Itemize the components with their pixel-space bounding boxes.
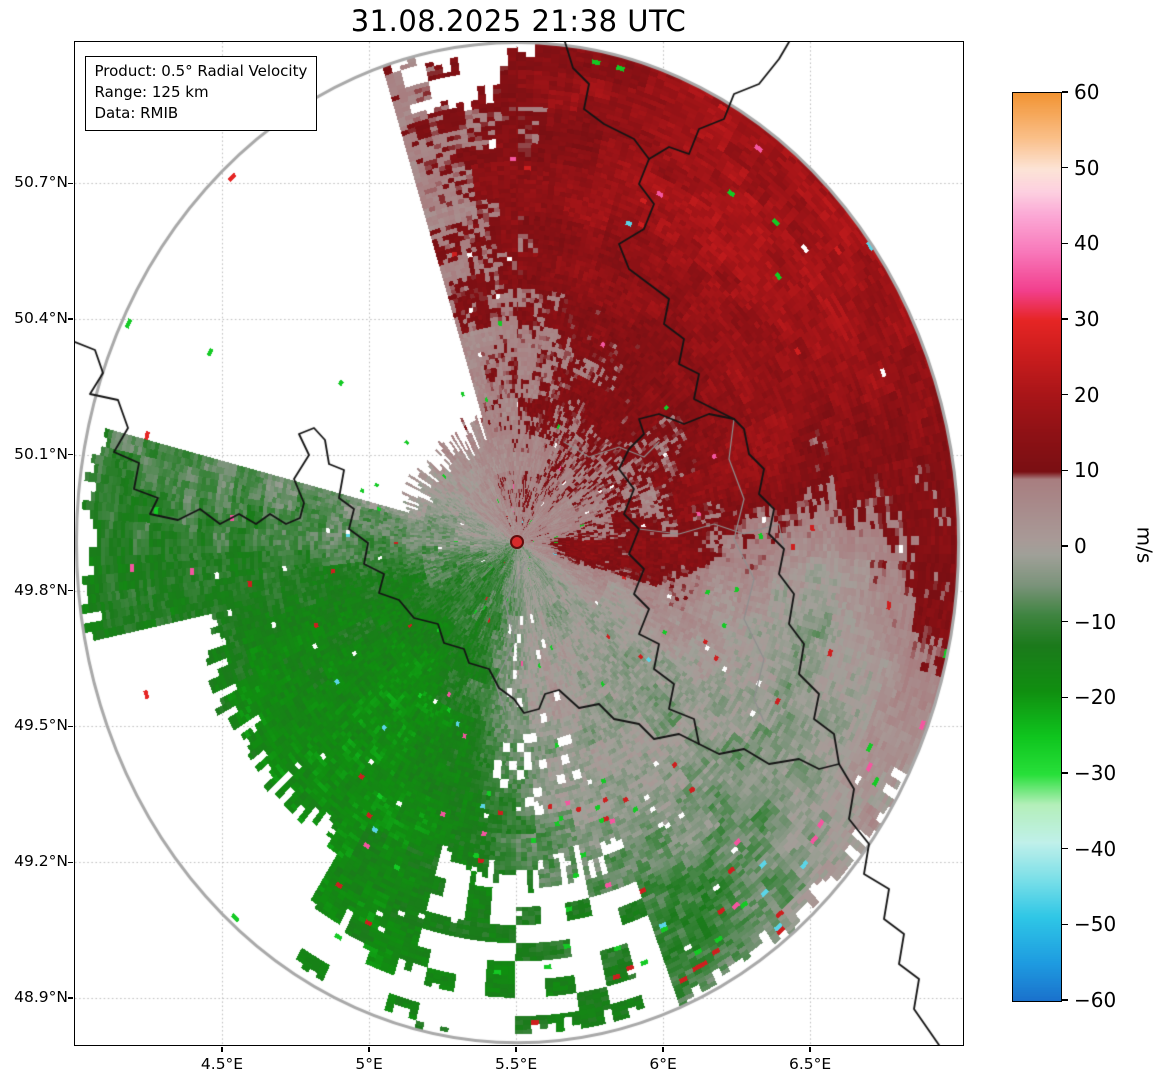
- x-axis-tick: [368, 1047, 370, 1052]
- colorbar-tick-label: 40: [1074, 231, 1100, 256]
- y-axis-tick: [68, 454, 73, 456]
- plot-title: 31.08.2025 21:38 UTC: [350, 4, 687, 38]
- colorbar-tick: [1062, 545, 1068, 547]
- y-axis-tick: [68, 997, 73, 999]
- colorbar-tick: [1062, 394, 1068, 396]
- map-plot-area: Product: 0.5° Radial Velocity Range: 125…: [73, 40, 964, 1046]
- colorbar-tick: [1062, 923, 1068, 925]
- colorbar-tick-label: −40: [1074, 836, 1117, 861]
- colorbar-tick-label: −50: [1074, 912, 1117, 937]
- colorbar-tick-label: 50: [1074, 155, 1100, 180]
- x-tick-label: 5°E: [355, 1055, 383, 1073]
- colorbar-tick: [1062, 242, 1068, 244]
- colorbar-tick: [1062, 469, 1068, 471]
- colorbar-tick-label: −20: [1074, 685, 1117, 710]
- colorbar-tick-label: −10: [1074, 609, 1117, 634]
- info-box-source: Data: RMIB: [94, 103, 179, 122]
- colorbar-tick-label: 10: [1074, 458, 1100, 483]
- y-axis-tick: [68, 861, 73, 863]
- x-tick-label: 6.5°E: [788, 1055, 832, 1073]
- colorbar-tick-label: 30: [1074, 307, 1100, 331]
- y-tick-label: 49.5°N: [14, 716, 68, 735]
- colorbar-tick: [1062, 696, 1068, 698]
- colorbar-tick: [1062, 848, 1068, 850]
- y-axis-tick: [68, 589, 73, 592]
- x-axis-tick: [221, 1047, 223, 1052]
- colorbar-tick: [1062, 167, 1068, 169]
- x-tick-label: 5.5°E: [494, 1055, 538, 1073]
- colorbar-canvas: [1013, 93, 1061, 1001]
- colorbar-tick: [1062, 772, 1068, 774]
- radar-site-marker: [510, 535, 525, 550]
- x-tick-label: 4.5°E: [200, 1055, 244, 1073]
- colorbar-tick: [1062, 91, 1068, 93]
- colorbar-tick: [1062, 621, 1068, 623]
- colorbar-tick-label: −30: [1074, 761, 1117, 785]
- colorbar-unit-label: m/s: [1132, 526, 1157, 564]
- info-box-range: Range: 125 km: [94, 82, 209, 101]
- y-tick-label: 48.9°N: [14, 987, 68, 1006]
- x-axis-tick: [809, 1047, 811, 1052]
- colorbar-tick: [1062, 318, 1068, 320]
- info-box: Product: 0.5° Radial Velocity Range: 125…: [84, 55, 318, 131]
- y-axis-tick: [68, 182, 73, 184]
- x-tick-label: 6°E: [649, 1055, 677, 1073]
- y-axis-tick: [68, 725, 73, 727]
- colorbar-tick-label: −60: [1074, 988, 1117, 1012]
- y-tick-label: 50.1°N: [14, 444, 68, 463]
- y-axis-tick: [68, 318, 73, 320]
- y-tick-label: 49.8°N: [14, 580, 68, 599]
- info-box-product: Product: 0.5° Radial Velocity: [94, 61, 308, 80]
- colorbar-tick-label: 0: [1074, 534, 1087, 558]
- colorbar-tick-label: 20: [1074, 382, 1100, 407]
- x-axis-tick: [515, 1047, 517, 1052]
- y-tick-label: 49.2°N: [14, 852, 68, 871]
- colorbar: [1012, 92, 1062, 1002]
- x-axis-tick: [662, 1047, 664, 1052]
- colorbar-tick-label: 60: [1074, 80, 1100, 104]
- y-tick-label: 50.7°N: [14, 173, 68, 192]
- y-tick-label: 50.4°N: [14, 309, 68, 327]
- colorbar-tick: [1062, 999, 1068, 1001]
